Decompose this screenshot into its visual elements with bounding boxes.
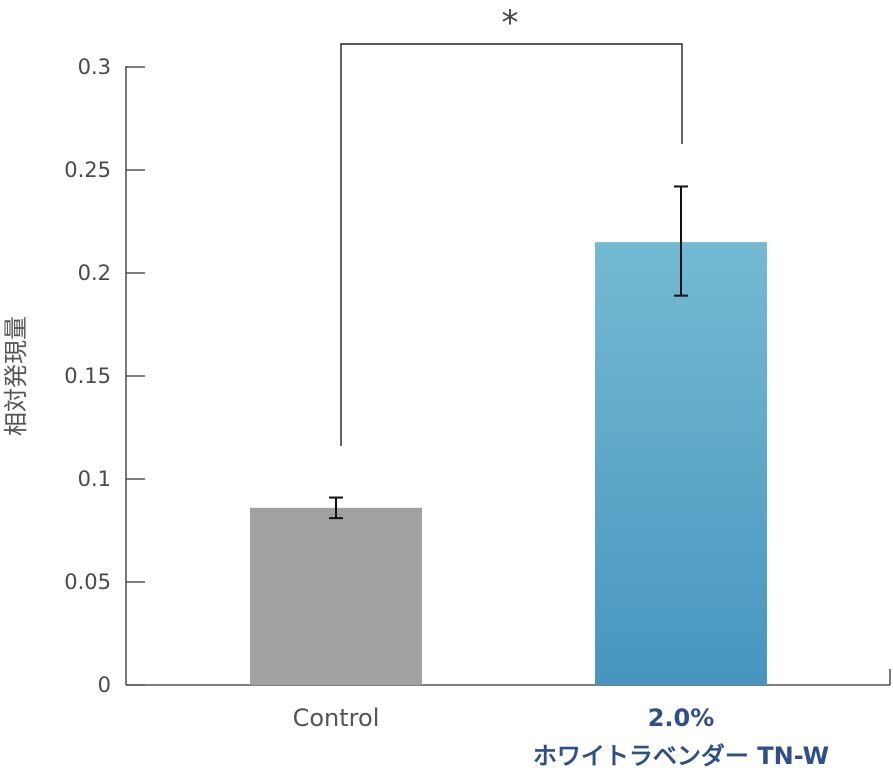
error-bar-1 [674,185,688,297]
significance-bracket: * [340,3,683,446]
bar-1 [595,242,767,685]
y-tick-label: 0.15 [64,364,111,388]
category-label-1-line-1: ホワイトラベンダー TN-W [533,742,829,770]
bar-0 [250,507,422,685]
significance-label: * [502,3,519,43]
y-tick-label: 0 [98,673,111,697]
error-bar-0 [329,496,343,520]
y-tick-label: 0.3 [78,55,111,79]
y-tick-label: 0.25 [64,158,111,182]
labels: Control 2.0% ホワイトラベンダー TN-W [293,704,829,770]
y-axis-title: 相対発現量 [2,316,30,436]
axes: 0 0.05 0.1 0.15 0.2 0.25 0.3 相対発現量 [2,55,891,697]
category-label-1-line-0: 2.0% [648,704,715,732]
category-label-0-line-0: Control [293,704,380,732]
y-tick-label: 0.2 [78,261,111,285]
error-bars [329,185,688,520]
significance-line [340,43,683,446]
bars [250,242,767,685]
y-tick-label: 0.1 [78,467,111,491]
y-tick-label: 0.05 [64,570,111,594]
